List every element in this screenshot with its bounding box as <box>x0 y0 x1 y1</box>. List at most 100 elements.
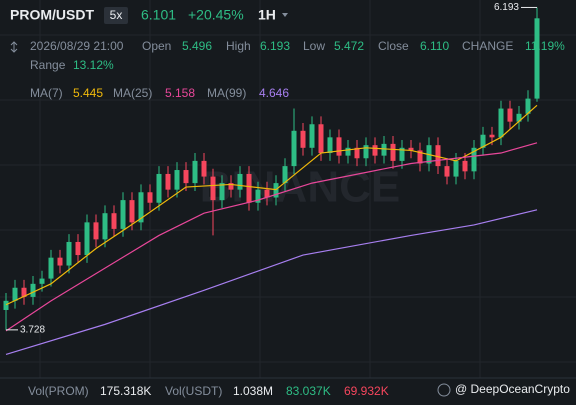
candle-body <box>462 160 468 172</box>
candle-body <box>138 192 144 223</box>
change: +20.45% <box>188 7 244 23</box>
interval[interactable]: 1H <box>258 7 276 23</box>
candle-body <box>219 183 225 201</box>
ma-line <box>5 142 538 332</box>
candle-body <box>21 287 27 297</box>
open-label: Open <box>142 39 171 53</box>
vol-quote-label: Vol(USDT) <box>165 384 222 398</box>
candle-body <box>84 222 90 256</box>
range: 13.12% <box>73 58 114 72</box>
candle-body <box>525 98 531 114</box>
close-label: Close <box>378 39 409 53</box>
vol-quote: 1.038M <box>233 384 273 398</box>
legend-value: 5.445 <box>73 86 103 100</box>
candle-body <box>129 200 135 223</box>
legend-label: MA(25) <box>113 86 152 100</box>
candle-body <box>210 176 216 201</box>
candle-body <box>111 213 117 229</box>
candle-body <box>57 257 63 266</box>
candle-body <box>516 113 522 122</box>
grid <box>0 0 576 378</box>
credit: @ DeepOceanCrypto <box>455 382 570 396</box>
candle-body <box>453 160 459 177</box>
candle-body <box>534 18 540 99</box>
high-marker: 6.193 <box>494 2 519 13</box>
candle-body <box>120 200 126 229</box>
legend-value: 4.646 <box>259 86 289 100</box>
candle-body <box>255 189 261 203</box>
change-label: CHANGE <box>462 39 513 53</box>
candle-body <box>471 147 477 172</box>
credit-icon <box>437 383 451 397</box>
candle-body <box>399 147 405 161</box>
candle-body <box>201 160 207 177</box>
candle-body <box>336 137 342 156</box>
candle-body <box>30 283 36 297</box>
close: 6.110 <box>420 39 449 53</box>
candle-body <box>228 183 234 190</box>
candle-body <box>3 300 9 310</box>
ma-line <box>5 104 538 306</box>
candle-body <box>489 134 495 138</box>
ma-line <box>5 209 538 356</box>
high-label: High <box>226 39 251 53</box>
candle-body <box>435 145 441 167</box>
pair: PROM/USDT <box>10 7 94 23</box>
candle-body <box>390 143 396 161</box>
vol-ma2: 69.932K <box>344 384 389 398</box>
candle-body <box>237 173 243 190</box>
low-marker: 3.728 <box>20 325 45 336</box>
candle-body <box>39 278 45 284</box>
leverage-box <box>104 7 128 24</box>
candle-body <box>498 108 504 138</box>
candle-body <box>408 147 414 151</box>
vol-ma1: 83.037K <box>286 384 331 398</box>
candle-body <box>444 166 450 177</box>
candle-body <box>48 257 54 279</box>
range-label: Range <box>30 58 66 72</box>
vol-base: 175.318K <box>100 384 151 398</box>
leverage: 5x <box>110 8 123 22</box>
time: 2026/08/29 21:00 <box>30 39 124 53</box>
candle-body <box>264 189 270 198</box>
caret <box>282 13 288 17</box>
candle-body <box>75 241 81 256</box>
footer: Vol(PROM) 175.318K Vol(USDT) 1.038M 83.0… <box>28 382 570 398</box>
vol-base-label: Vol(PROM) <box>28 384 89 398</box>
candle-body <box>372 145 378 156</box>
candle-body <box>246 173 252 203</box>
candle-body <box>183 170 189 184</box>
candle-body <box>354 147 360 159</box>
candle-body <box>417 150 423 164</box>
candle-body <box>381 143 387 156</box>
candle-body <box>282 166 288 184</box>
candle-body <box>102 213 108 240</box>
low: 5.472 <box>334 39 364 53</box>
candle-body <box>174 170 180 190</box>
candle-body <box>192 160 198 184</box>
candle-body <box>93 222 99 240</box>
candle-body <box>480 134 486 148</box>
price: 6.101 <box>141 7 176 23</box>
legend-label: MA(99) <box>207 86 246 100</box>
candle-body <box>165 173 171 190</box>
candle-body <box>147 192 153 203</box>
candle-body <box>327 137 333 154</box>
candle-body <box>345 147 351 156</box>
candle-body <box>507 108 513 122</box>
candle-body <box>300 130 306 148</box>
header: PROM/USDT 5x 6.101 +20.45% 1H 2026/08/29… <box>10 7 565 72</box>
candle-body <box>156 173 162 203</box>
candle-body <box>291 130 297 167</box>
candle-body <box>66 241 72 266</box>
candle-body <box>318 124 324 154</box>
low-label: Low <box>303 39 325 53</box>
candle-body <box>309 124 315 148</box>
change-pct: 11.19% <box>525 39 565 53</box>
candle-body <box>363 145 369 159</box>
open: 5.496 <box>182 39 212 53</box>
legend-value: 5.158 <box>165 86 195 100</box>
legend-label: MA(7) <box>30 86 63 100</box>
toggle-icon[interactable] <box>10 41 18 53</box>
